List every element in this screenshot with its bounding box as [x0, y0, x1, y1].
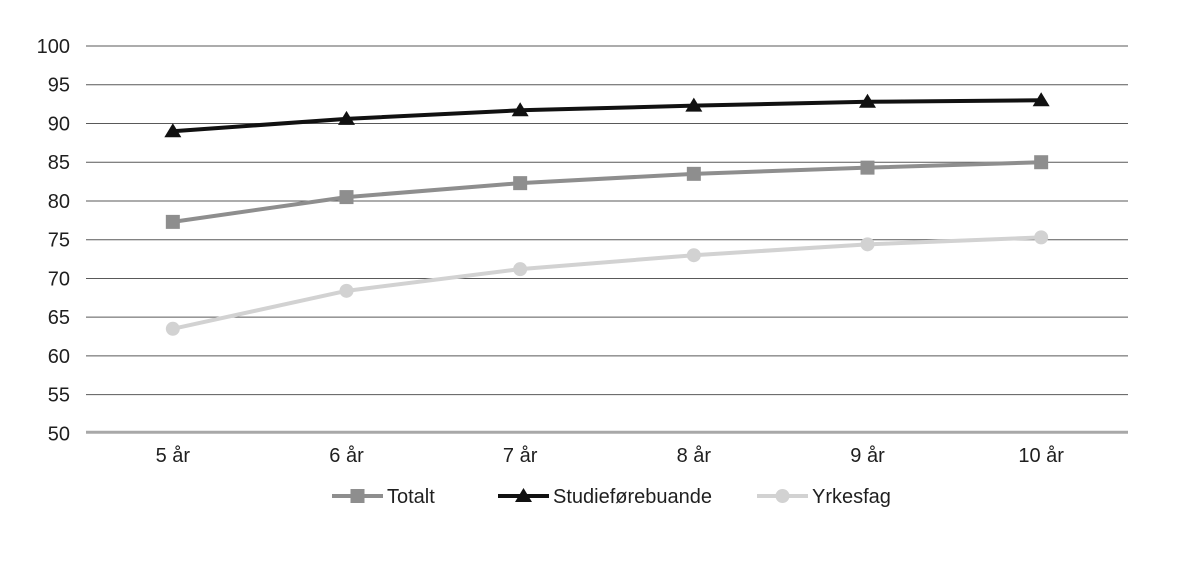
- legend-item-totalt: Totalt: [332, 486, 435, 508]
- legend-circle-marker: [775, 489, 790, 503]
- square-marker-totalt: [339, 190, 354, 205]
- circle-marker-yrkesfag: [686, 248, 701, 263]
- x-tick-label: 8 år: [677, 445, 712, 467]
- square-marker-totalt: [513, 176, 528, 191]
- legend-label: Studieførebuande: [553, 486, 712, 508]
- circle-marker-yrkesfag: [513, 262, 528, 277]
- square-marker-totalt: [1034, 155, 1049, 170]
- triangle-marker-studieførebuande: [1032, 92, 1050, 107]
- y-tick-label: 75: [48, 230, 70, 252]
- y-tick-label: 100: [37, 36, 70, 58]
- square-marker-totalt: [860, 160, 875, 175]
- y-tick-label: 50: [48, 423, 70, 445]
- triangle-marker-studieførebuande: [685, 97, 703, 112]
- y-tick-label: 65: [48, 307, 70, 329]
- legend-item-studieførebuande: Studieførebuande: [498, 486, 712, 508]
- y-tick-label: 80: [48, 191, 70, 213]
- triangle-marker-studieførebuande: [164, 123, 182, 138]
- series-line-yrkesfag: [170, 235, 1044, 331]
- triangle-marker-studieførebuande: [859, 93, 876, 108]
- series-line-studieførebuande: [170, 98, 1044, 134]
- legend-square-marker: [350, 489, 365, 503]
- y-tick-label: 85: [48, 152, 70, 174]
- circle-marker-yrkesfag: [165, 321, 180, 336]
- circle-marker-yrkesfag: [339, 283, 354, 298]
- x-tick-label: 10 år: [1018, 445, 1064, 467]
- legend-item-yrkesfag: Yrkesfag: [757, 486, 891, 508]
- circle-marker-yrkesfag: [860, 237, 875, 252]
- series-line-totalt: [170, 160, 1044, 224]
- legend-triangle-marker: [515, 488, 532, 502]
- y-tick-label: 55: [48, 385, 70, 407]
- triangle-marker-studieførebuande: [338, 110, 355, 125]
- y-tick-label: 90: [48, 113, 70, 135]
- legend-label: Yrkesfag: [812, 486, 891, 508]
- square-marker-totalt: [686, 166, 701, 181]
- x-tick-label: 7 år: [503, 445, 538, 467]
- x-tick-label: 6 år: [329, 445, 364, 467]
- y-tick-label: 95: [48, 75, 70, 97]
- x-tick-label: 9 år: [850, 445, 885, 467]
- legend-label: Totalt: [387, 486, 435, 508]
- y-tick-label: 70: [48, 268, 70, 290]
- triangle-marker-studieførebuande: [511, 102, 529, 117]
- circle-marker-yrkesfag: [1034, 230, 1049, 245]
- square-marker-totalt: [165, 214, 180, 229]
- x-tick-label: 5 år: [156, 445, 191, 467]
- y-tick-label: 60: [48, 346, 70, 368]
